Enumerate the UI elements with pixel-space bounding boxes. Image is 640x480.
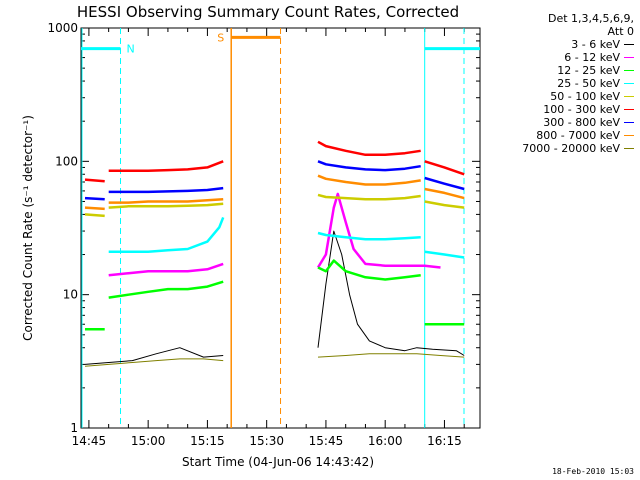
series-line-800to7000keV [84, 206, 105, 211]
legend-swatch [624, 44, 634, 45]
series-line-300to800keV [108, 186, 224, 194]
series-line-800to7000keV [108, 197, 224, 204]
series-line-12to25keV [108, 280, 224, 299]
legend-item: 25 - 50 keV [478, 77, 634, 90]
legend-item-label: 7000 - 20000 keV [522, 142, 620, 155]
x-tick-label: 16:00 [368, 434, 403, 448]
chart-title: HESSI Observing Summary Count Rates, Cor… [77, 3, 459, 21]
series-line-800to7000keV [317, 174, 421, 186]
y-axis-title: Corrected Count Rate (s⁻¹ detector⁻¹) [21, 115, 35, 341]
series-line-25to50keV [317, 231, 421, 241]
legend-swatch [624, 57, 634, 58]
legend-swatch [624, 96, 634, 97]
series-line-100to300keV [317, 140, 421, 157]
series-line-50to100keV [317, 193, 421, 201]
plot-area: 1 10 100 1000 14:45 15:00 15:15 15:30 15:45 16:00… [47, 21, 481, 448]
legend-item: 800 - 7000 keV [478, 129, 634, 142]
series-line-300to800keV [424, 176, 465, 191]
legend-item-label: 300 - 800 keV [543, 116, 620, 129]
legend-item-label: 25 - 50 keV [557, 77, 620, 90]
series-line-100to300keV [108, 160, 224, 172]
x-tick-label: 15:45 [309, 434, 344, 448]
legend-item: 50 - 100 keV [478, 90, 634, 103]
series-line-50to100keV [424, 200, 465, 209]
x-tick-label: 15:15 [190, 434, 225, 448]
x-tick-label: 15:00 [131, 434, 166, 448]
series-line-50to100keV [84, 213, 105, 218]
legend-swatch [624, 109, 634, 110]
series-line-12to25keV [317, 259, 421, 281]
x-axis-title: Start Time (04-Jun-06 14:43:42) [182, 455, 374, 469]
x-tick-label: 16:15 [427, 434, 462, 448]
legend-header-line-1: Det 1,3,4,5,6,9, [547, 12, 634, 25]
night-label: N [127, 43, 135, 56]
series-line-6to12keV [316, 192, 441, 269]
series-line-3to6keV [84, 347, 224, 365]
series-line-25to50keV [424, 250, 465, 259]
legend-item: 300 - 800 keV [478, 116, 634, 129]
legend-item: 7000 - 20000 keV [478, 142, 634, 155]
x-tick-label: 15:30 [249, 434, 284, 448]
legend-item-label: 6 - 12 keV [564, 51, 620, 64]
y-tick-label: 10 [63, 288, 78, 302]
legend-item: 100 - 300 keV [478, 103, 634, 116]
series-line-300to800keV [317, 160, 421, 172]
legend: Det 1,3,4,5,6,9, Att 0 3 - 6 keV 6 - 12 k… [478, 12, 634, 155]
series-group [84, 140, 465, 367]
legend-swatch [624, 148, 634, 149]
series-line-100to300keV [424, 160, 465, 176]
series-line-6to12keV [108, 262, 224, 277]
series-line-300to800keV [84, 196, 105, 201]
legend-item-label: 50 - 100 keV [550, 90, 620, 103]
series-line-100to300keV [84, 178, 105, 183]
series-line-800to7000keV [424, 187, 465, 200]
y-tick-label: 100 [55, 154, 78, 168]
legend-swatch [624, 135, 634, 136]
legend-item: 12 - 25 keV [478, 64, 634, 77]
series-line-7000to20000keV [317, 353, 465, 358]
series-line-25to50keV [108, 216, 225, 253]
legend-item-label: 100 - 300 keV [543, 103, 620, 116]
saa-label: S [217, 31, 224, 44]
series-line-7000to20000keV [84, 358, 224, 367]
legend-header-line-2: Att 0 [607, 25, 634, 38]
legend-item: 6 - 12 keV [478, 51, 634, 64]
legend-swatch [624, 70, 634, 71]
x-tick-label: 14:45 [72, 434, 107, 448]
series-line-3to6keV [317, 230, 465, 356]
legend-item-label: 800 - 7000 keV [536, 129, 620, 142]
series-line-50to100keV [108, 202, 224, 209]
y-tick-label: 1 [70, 421, 78, 435]
y-tick-label: 1000 [47, 21, 78, 35]
legend-swatch [624, 83, 634, 84]
generation-timestamp: 18-Feb-2010 15:03 [552, 467, 634, 476]
legend-item-label: 12 - 25 keV [557, 64, 620, 77]
legend-item: 3 - 6 keV [478, 38, 634, 51]
legend-swatch [624, 122, 634, 123]
legend-item-label: 3 - 6 keV [571, 38, 620, 51]
